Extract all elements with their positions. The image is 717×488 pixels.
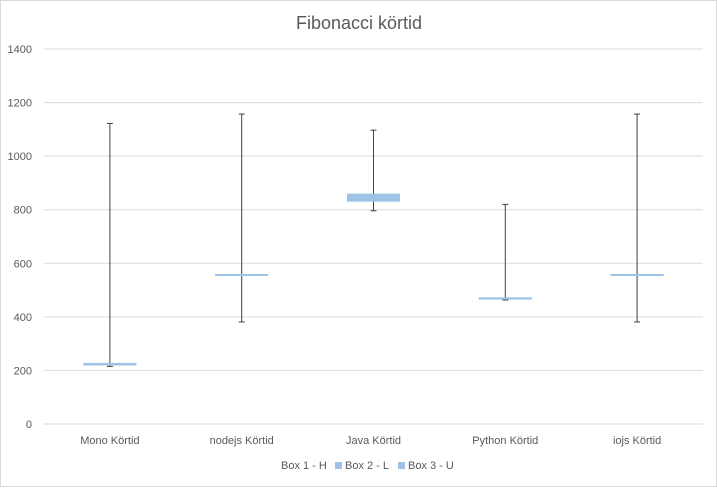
box-lower xyxy=(83,364,137,366)
x-category-label: Java Körtid xyxy=(346,435,401,447)
y-tick-label: 600 xyxy=(14,258,32,270)
legend-item: Box 3 - U xyxy=(398,460,454,472)
box-upper xyxy=(215,274,269,276)
y-tick-label: 0 xyxy=(26,419,32,431)
legend-item: Box 2 - L xyxy=(335,460,389,472)
x-category-label: Python Körtid xyxy=(472,435,538,447)
x-category-label: Mono Körtid xyxy=(80,435,139,447)
box-lower xyxy=(347,197,400,202)
box-2 xyxy=(215,113,269,323)
box-lower xyxy=(478,298,532,300)
y-tick-label: 1200 xyxy=(8,98,32,110)
box-upper xyxy=(347,193,400,198)
y-tick-label: 800 xyxy=(14,205,32,217)
box-3 xyxy=(347,129,400,212)
x-category-label: iojs Körtid xyxy=(613,435,661,447)
legend-item: Box 1 - H xyxy=(277,460,327,472)
y-axis-ticks: 0 200 400 600 800 1000 1200 1400 xyxy=(8,44,32,431)
y-tick-label: 1400 xyxy=(8,44,32,56)
box-5 xyxy=(610,113,664,323)
legend-swatch xyxy=(277,462,284,469)
y-tick-label: 400 xyxy=(14,312,32,324)
boxes xyxy=(83,113,664,367)
legend: Box 1 - H Box 2 - L Box 3 - U xyxy=(277,460,454,472)
y-tick-label: 200 xyxy=(14,365,32,377)
box-1 xyxy=(83,122,137,367)
box-upper xyxy=(610,274,664,276)
box-4 xyxy=(478,203,532,301)
box-upper xyxy=(83,362,137,365)
legend-label: Box 1 - H xyxy=(281,460,327,472)
legend-swatch xyxy=(335,462,342,469)
gridlines xyxy=(44,48,703,425)
legend-label: Box 3 - U xyxy=(408,460,454,472)
chart-title: Fibonacci körtid xyxy=(296,13,422,33)
legend-label: Box 2 - L xyxy=(345,460,389,472)
x-axis-categories: Mono Körtid nodejs Körtid Java Körtid Pytho… xyxy=(80,435,661,447)
x-category-label: nodejs Körtid xyxy=(210,435,274,447)
y-tick-label: 1000 xyxy=(8,151,32,163)
box-upper xyxy=(478,297,532,299)
legend-swatch xyxy=(398,462,405,469)
